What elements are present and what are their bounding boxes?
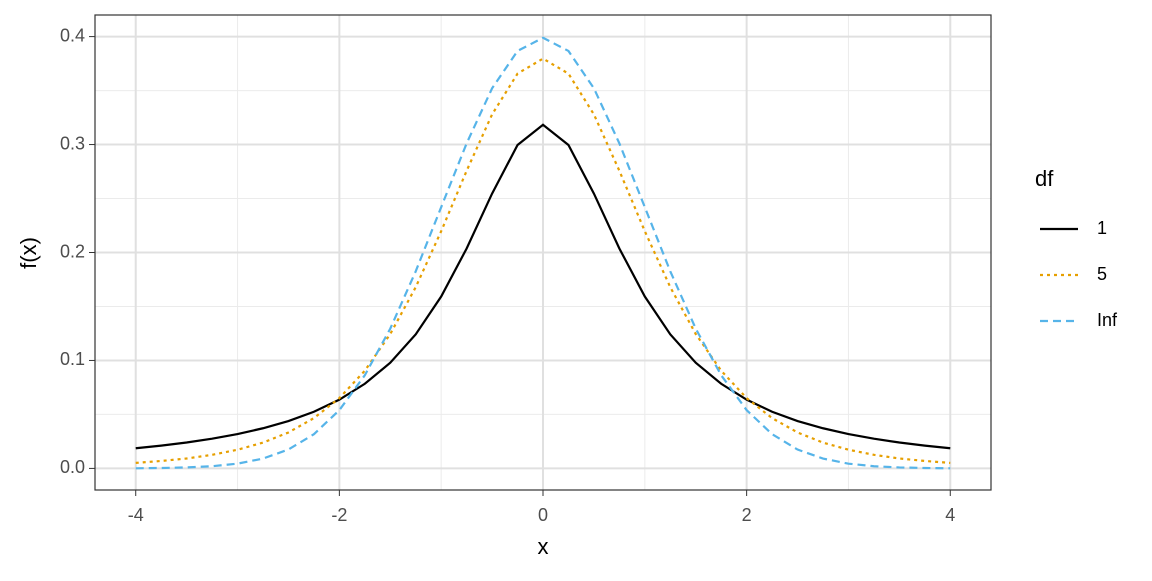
line <box>135 57 951 464</box>
line <box>135 123 951 450</box>
x-tick-label: 4 <box>945 505 955 525</box>
y-tick-label: 0.2 <box>60 241 85 261</box>
x-tick-label: 0 <box>538 505 548 525</box>
x-tick-label: 2 <box>742 505 752 525</box>
legend-label: Inf <box>1097 310 1118 330</box>
legend-title: df <box>1035 166 1054 191</box>
panel-border <box>94 14 992 491</box>
y-tick-label: 0.4 <box>60 25 85 45</box>
y-tick-label: 0.0 <box>60 457 85 477</box>
legend-label: 5 <box>1097 264 1107 284</box>
y-tick-label: 0.1 <box>60 349 85 369</box>
x-tick-label: -2 <box>331 505 347 525</box>
line <box>135 36 951 470</box>
x-tick-label: -4 <box>128 505 144 525</box>
y-tick-label: 0.3 <box>60 133 85 153</box>
x-axis-label: x <box>538 534 549 559</box>
y-axis-label: f(x) <box>16 237 41 269</box>
legend-label: 1 <box>1097 218 1107 238</box>
